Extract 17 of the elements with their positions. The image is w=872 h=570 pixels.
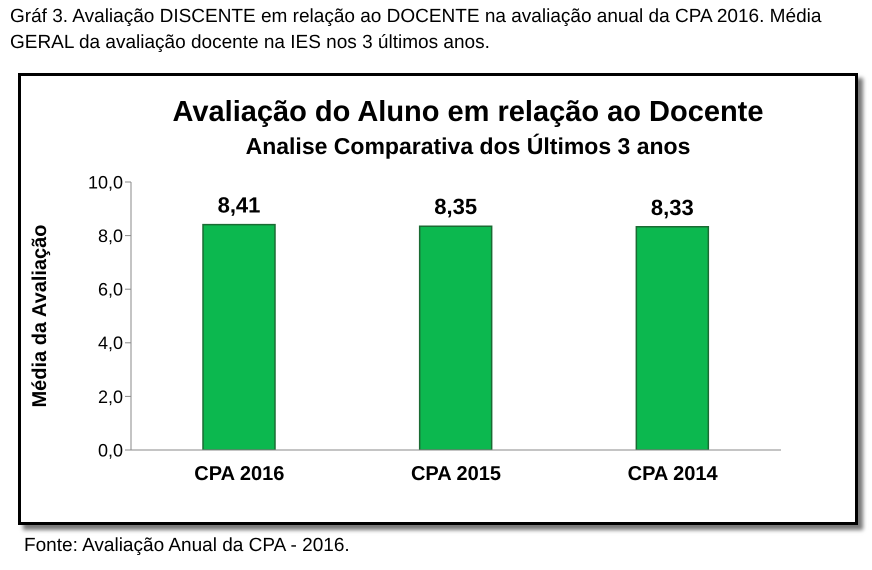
- y-tick-label: 10,0: [88, 172, 123, 192]
- data-label: 8,33: [650, 194, 694, 220]
- x-tick-label: CPA 2014: [628, 463, 719, 486]
- y-axis-title: Média da Avaliação: [29, 224, 52, 408]
- y-tick-label: 6,0: [98, 280, 123, 300]
- source-note: Fonte: Avaliação Anual da CPA - 2016.: [24, 535, 350, 557]
- y-tick-label: 8,0: [98, 226, 123, 246]
- x-tick-label: CPA 2015: [410, 463, 502, 486]
- data-label: 8,41: [218, 192, 260, 218]
- chart-title: Avaliação do Aluno em relação ao Docente: [172, 96, 764, 129]
- text: Gráf 3. Avaliação DISCENTE em relação ao DOCENTE na avaliação anual da CPA 2016. Média GERAL da avaliação docente na IES nos 3 últimos anos.: [10, 5, 822, 55]
- y-tick-label: 4,0: [98, 333, 123, 354]
- data-label: 8,35: [434, 194, 478, 220]
- chart-subtitle: Analise Comparativa dos Últimos 3 anos: [244, 133, 692, 160]
- y-tick-label: 2,0: [98, 386, 123, 407]
- x-tick-label: CPA 2016: [194, 463, 284, 486]
- y-tick-label: 0,0: [98, 440, 123, 460]
